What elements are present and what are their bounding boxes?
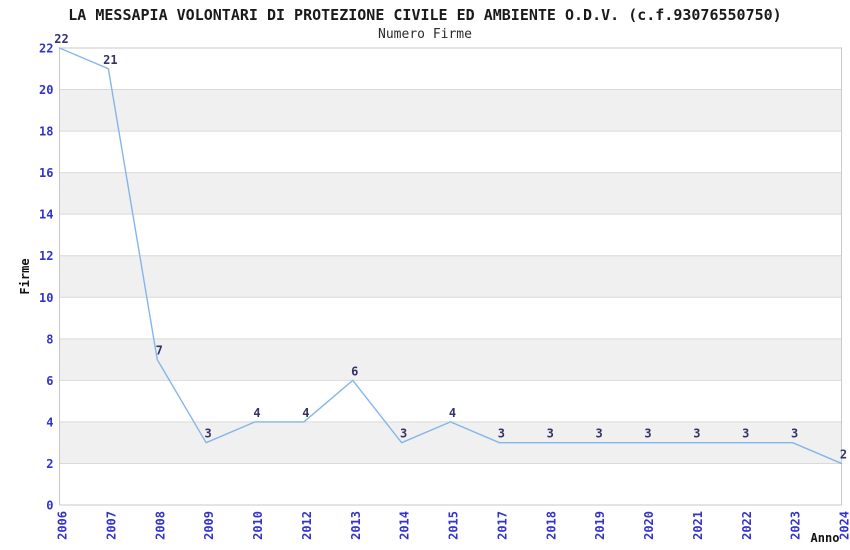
data-point-label: 21 [103, 53, 117, 67]
chart-title: LA MESSAPIA VOLONTARI DI PROTEZIONE CIVI… [68, 6, 782, 24]
y-tick-label: 2 [46, 457, 53, 471]
plot-border [59, 47, 842, 506]
x-tick-label: 2023 [789, 511, 803, 540]
data-point-label: 3 [205, 427, 212, 441]
data-line [58, 47, 843, 465]
x-tick-label: 2015 [447, 511, 461, 540]
y-tick-label: 4 [46, 415, 53, 429]
data-point-label: 3 [498, 427, 505, 441]
plot-band [59, 172, 842, 215]
y-tick-label: 8 [46, 332, 53, 346]
x-tick-label: 2017 [495, 511, 509, 540]
x-tick-label: 2022 [740, 511, 754, 540]
data-point-label: 3 [791, 427, 798, 441]
data-point-label: 3 [547, 427, 554, 441]
data-point-label: 22 [54, 32, 68, 46]
data-point-label: 3 [693, 427, 700, 441]
data-point-label: 3 [742, 427, 749, 441]
y-tick-label: 12 [39, 249, 53, 263]
data-point-label: 6 [351, 364, 358, 378]
x-tick-label: 2013 [349, 511, 363, 540]
x-tick-label: 2024 [838, 511, 850, 540]
y-axis-title: Firme [18, 258, 32, 294]
y-tick-label: 14 [39, 208, 53, 222]
data-point-label: 4 [253, 406, 260, 420]
x-tick-label: 2009 [202, 511, 216, 540]
plot-band [59, 338, 842, 381]
plot-band [59, 255, 842, 298]
y-tick-label: 10 [39, 291, 53, 305]
x-axis-title: Anno [811, 531, 840, 545]
x-tick-label: 2019 [593, 511, 607, 540]
x-tick-label: 2010 [251, 511, 265, 540]
x-tick-label: 2012 [300, 511, 314, 540]
x-tick-label: 2020 [642, 511, 656, 540]
y-tick-label: 22 [39, 42, 53, 56]
x-tick-label: 2018 [544, 511, 558, 540]
y-tick-label: 18 [39, 125, 53, 139]
x-tick-label: 2021 [691, 511, 705, 540]
x-tick-label: 2008 [153, 511, 167, 540]
y-tick-label: 0 [46, 499, 53, 513]
x-tick-label: 2014 [398, 511, 412, 540]
data-point-label: 4 [449, 406, 456, 420]
y-tick-label: 16 [39, 166, 53, 180]
data-point-label: 2 [840, 447, 847, 461]
x-tick-label: 2007 [104, 511, 118, 540]
plot-band [59, 89, 842, 132]
data-point-label: 4 [302, 406, 309, 420]
data-point-label: 7 [156, 344, 163, 358]
x-tick-label: 2006 [56, 511, 70, 540]
y-tick-label: 6 [46, 374, 53, 388]
y-tick-label: 20 [39, 83, 53, 97]
data-point-label: 3 [400, 427, 407, 441]
data-point-label: 3 [596, 427, 603, 441]
chart-subtitle: Numero Firme [378, 27, 472, 42]
data-point-label: 3 [644, 427, 651, 441]
